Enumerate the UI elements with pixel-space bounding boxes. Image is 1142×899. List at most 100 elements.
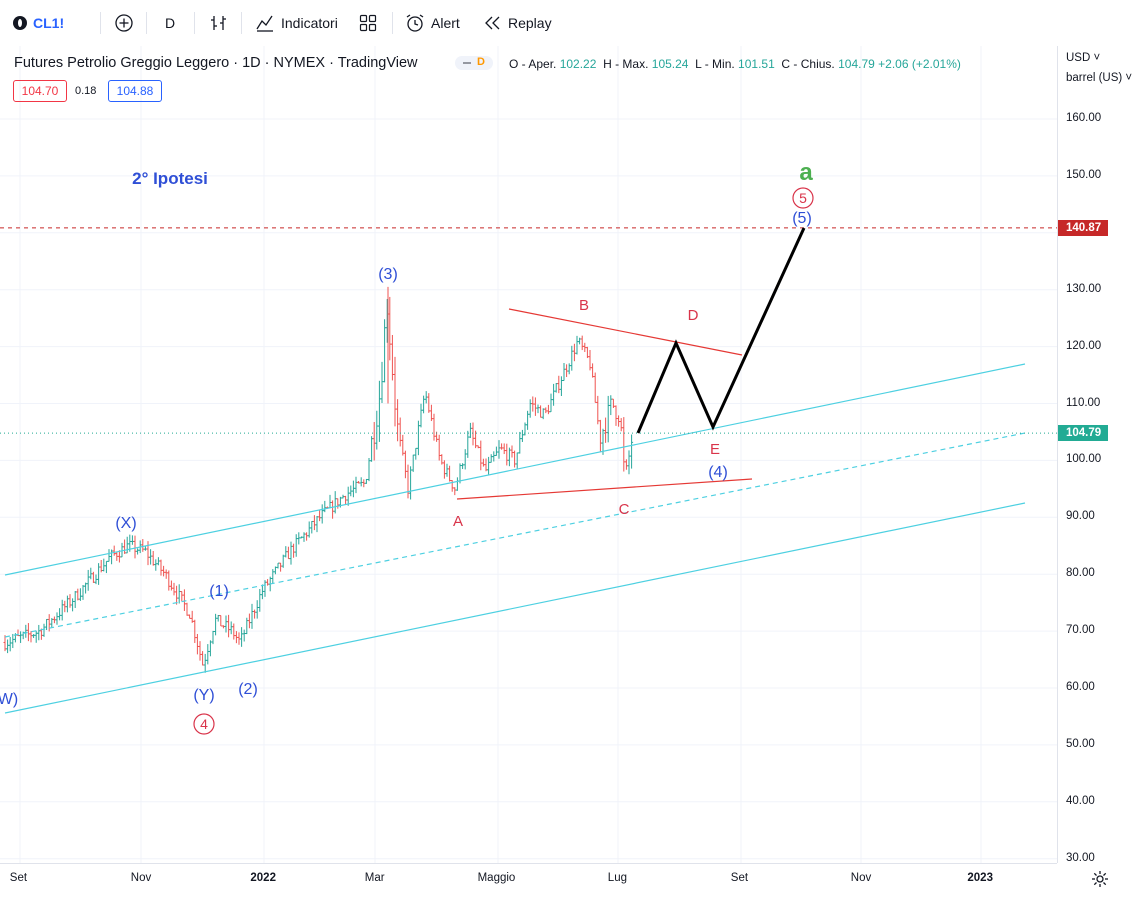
interval-label: D [165, 15, 176, 31]
price-bar [409, 466, 413, 500]
price-bar [489, 454, 493, 463]
bar-chart-type-icon [211, 16, 226, 30]
price-bar [507, 447, 511, 467]
alarm-clock-icon [406, 14, 424, 32]
rewind-icon [485, 16, 500, 30]
price-bar [445, 463, 449, 477]
alert-button[interactable]: Alert [405, 0, 460, 46]
price-bar [112, 545, 116, 556]
alert-label: Alert [431, 15, 460, 31]
price-bar [76, 588, 80, 601]
price-bar [424, 391, 428, 404]
replay-button[interactable]: Replay [484, 0, 552, 46]
close-value: 104.79 [838, 57, 875, 71]
price-bar [505, 443, 509, 466]
price-bar [520, 429, 524, 442]
price-bar [63, 600, 67, 613]
price-bar [214, 613, 218, 636]
price-bar [528, 399, 532, 418]
data-status-pill[interactable]: D [455, 56, 493, 70]
interval-button[interactable]: D [165, 0, 175, 46]
top-toolbar: CL1! D Indicatori Alert Replay [0, 0, 1142, 47]
price-bar [609, 395, 613, 416]
buy-price-button[interactable]: 104.88 [108, 80, 162, 102]
price-bar [585, 346, 589, 359]
indicators-label: Indicatori [281, 15, 338, 31]
time-tick-label: 2023 [967, 872, 993, 884]
price-bar [81, 585, 85, 600]
price-tick-label: 90.00 [1066, 510, 1095, 523]
time-tick-label: Lug [607, 872, 627, 884]
price-bar [531, 396, 535, 412]
chart-legend-title[interactable]: Futures Petrolio Greggio Leggero · 1D · … [14, 55, 418, 71]
price-bar [403, 450, 407, 479]
price-bar [89, 567, 93, 580]
price-bar [546, 404, 550, 415]
price-bar [86, 569, 90, 591]
price-bar [258, 589, 262, 612]
layouts-button[interactable] [359, 0, 377, 46]
change-value: +2.06 (+2.01%) [878, 57, 961, 71]
price-bar [323, 500, 327, 513]
price-bar [383, 319, 387, 383]
price-bar [539, 405, 543, 418]
price-bar [318, 510, 322, 522]
sell-price-button[interactable]: 104.70 [13, 80, 67, 102]
price-bar [453, 487, 457, 496]
price-bar [115, 551, 119, 561]
price-bar [396, 399, 400, 442]
time-scale[interactable]: Set Nov 2022 Mar Maggio Lug Set Nov 2023 [0, 863, 1057, 899]
price-bar [107, 549, 111, 562]
wave-y-label: (Y) [193, 687, 214, 704]
price-scale[interactable]: 160.00150.00140.00130.00120.00110.00100.… [1057, 46, 1142, 864]
price-bar [468, 422, 472, 439]
price-bar [292, 543, 296, 558]
unit-selector[interactable]: barrel (US) ˅ [1066, 72, 1133, 84]
price-bar [310, 520, 314, 534]
last-price-tag: 104.79 [1058, 425, 1108, 442]
price-bar [354, 476, 358, 494]
chart-settings-button[interactable] [1090, 869, 1110, 894]
triangle-a-label: A [453, 513, 463, 530]
price-chart[interactable]: 2° Ipotesi a 5 (5) (3) (4) (X) (Y) (1) (2) 4 W) A B C D… [0, 46, 1057, 863]
triangle-lower-line [456, 478, 753, 500]
price-bar [565, 364, 569, 378]
projected-wave-path [636, 227, 806, 434]
price-bar [279, 562, 283, 572]
price-tick-label: 60.00 [1066, 681, 1095, 693]
price-bar [260, 584, 264, 600]
price-bar [185, 602, 189, 616]
currency-selector[interactable]: USD ˅ [1066, 52, 1101, 64]
price-bar [110, 549, 114, 565]
price-bar [562, 362, 566, 381]
price-bar [162, 565, 166, 577]
price-bar [133, 535, 137, 559]
price-bar [541, 408, 545, 420]
price-bar [536, 404, 540, 414]
symbol-search-button[interactable]: CL1! [13, 0, 64, 46]
price-bar [71, 598, 75, 612]
hypothesis-label: 2° Ipotesi [132, 169, 208, 188]
channel-upper-line [4, 363, 1026, 576]
price-bar [247, 613, 251, 629]
chart-pane[interactable]: 2° Ipotesi a 5 (5) (3) (4) (X) (Y) (1) (2) 4 W) A B C D… [0, 46, 1057, 863]
price-bar [123, 539, 127, 554]
price-bar [302, 532, 306, 542]
price-bar [8, 636, 12, 652]
price-bar [442, 460, 446, 479]
indicators-button[interactable]: Indicatori [255, 0, 338, 46]
price-bar [52, 616, 56, 624]
compare-symbol-button[interactable] [114, 0, 134, 46]
price-bar [463, 449, 467, 470]
price-bar [299, 536, 303, 539]
price-bar [437, 434, 441, 461]
price-bar [461, 463, 465, 470]
price-bar [211, 630, 215, 645]
toolbar-divider [392, 12, 393, 34]
price-bar [276, 562, 280, 569]
price-bar [362, 479, 366, 488]
wave-4-label: (4) [708, 464, 728, 481]
price-bar [245, 617, 249, 635]
chart-type-button[interactable] [209, 0, 229, 46]
price-bar [68, 594, 72, 608]
